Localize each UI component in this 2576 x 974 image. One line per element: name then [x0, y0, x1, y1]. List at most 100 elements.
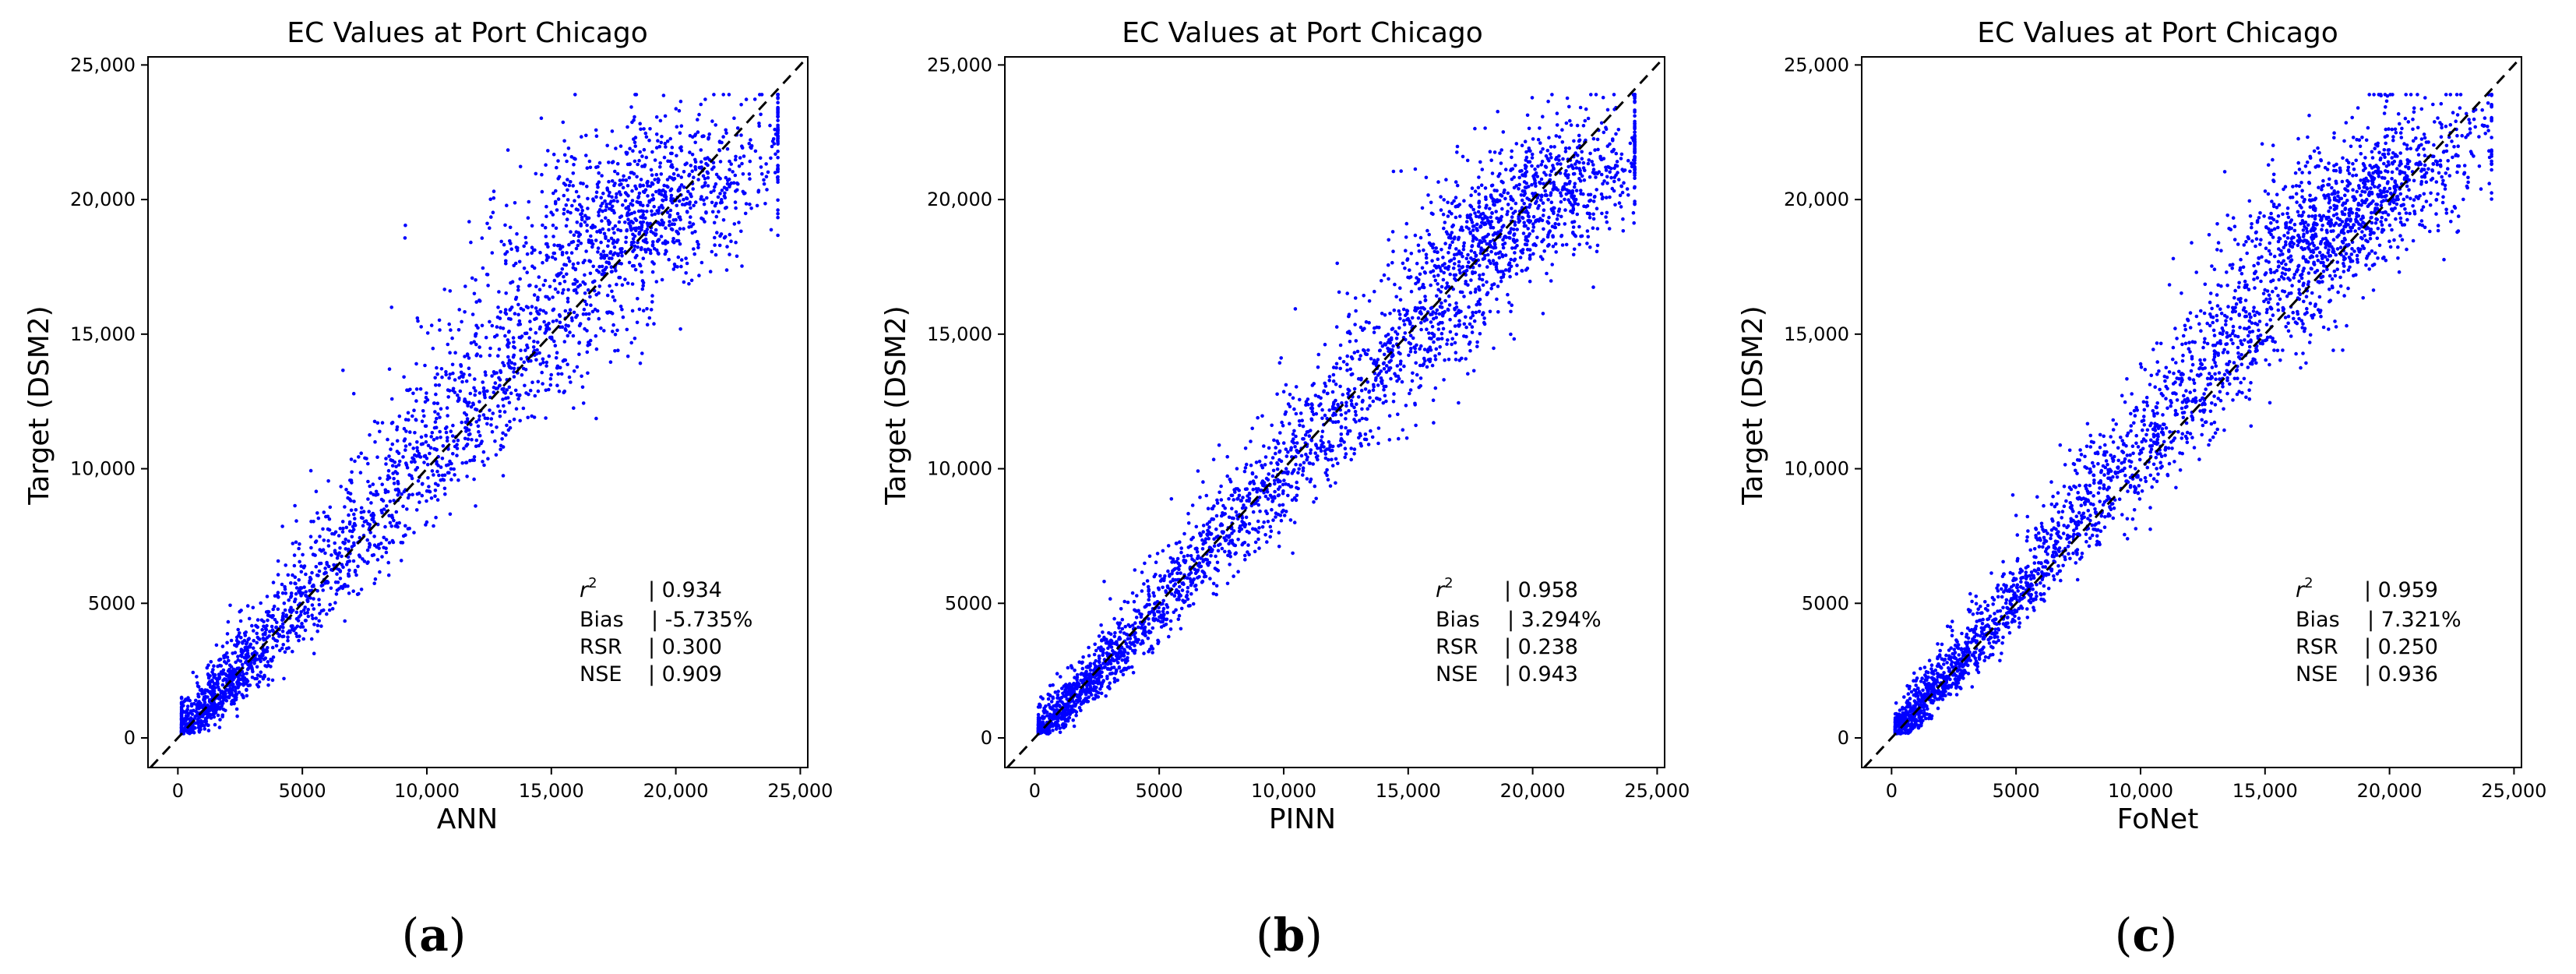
- data-point: [703, 157, 707, 161]
- data-point: [1284, 454, 1289, 458]
- data-point: [702, 198, 706, 202]
- data-point: [762, 182, 766, 186]
- data-point: [275, 620, 279, 624]
- data-point: [308, 535, 313, 538]
- data-point: [562, 182, 566, 185]
- data-point: [497, 348, 502, 351]
- data-point: [1367, 299, 1372, 303]
- data-point: [1080, 692, 1084, 696]
- data-point: [595, 230, 599, 234]
- data-point: [610, 161, 615, 164]
- data-point: [443, 492, 447, 496]
- data-point: [484, 373, 488, 377]
- data-point: [1580, 150, 1584, 154]
- data-point: [1235, 467, 1239, 471]
- data-point: [678, 99, 683, 104]
- data-point: [670, 228, 675, 232]
- data-point: [1594, 93, 1598, 97]
- data-point: [1190, 557, 1194, 561]
- data-point: [553, 257, 558, 261]
- data-point: [248, 663, 253, 668]
- data-point: [564, 263, 569, 267]
- data-point: [707, 137, 710, 141]
- data-point: [710, 210, 715, 214]
- data-point: [1320, 435, 1324, 439]
- data-point: [251, 669, 255, 674]
- data-point: [329, 586, 333, 591]
- data-point: [350, 470, 354, 475]
- data-point: [506, 428, 511, 432]
- data-point: [410, 476, 414, 481]
- data-point: [611, 295, 615, 299]
- data-point: [1347, 408, 1351, 413]
- data-point: [458, 389, 463, 393]
- data-point: [515, 231, 519, 236]
- data-point: [488, 408, 492, 412]
- data-point: [1098, 648, 1103, 653]
- data-point: [1541, 146, 1545, 151]
- data-point: [284, 591, 288, 595]
- data-point: [601, 255, 604, 259]
- data-point: [298, 613, 303, 617]
- data-point: [420, 419, 425, 423]
- data-point: [461, 375, 465, 379]
- data-point: [274, 644, 279, 648]
- data-point: [576, 231, 581, 235]
- data-point: [618, 144, 623, 148]
- data-point: [227, 658, 231, 663]
- data-point: [1073, 669, 1077, 672]
- data-point: [1205, 522, 1210, 526]
- data-point: [239, 609, 243, 612]
- data-point: [670, 200, 675, 205]
- data-point: [618, 178, 622, 182]
- data-point: [1374, 360, 1379, 365]
- data-point: [614, 196, 618, 199]
- data-point: [625, 228, 629, 232]
- data-point: [1503, 253, 1508, 257]
- data-point: [704, 210, 708, 215]
- data-point: [567, 183, 572, 188]
- data-point: [687, 225, 691, 229]
- data-point: [1171, 578, 1175, 583]
- data-point: [1242, 541, 1247, 545]
- data-point: [635, 175, 639, 179]
- data-point: [1429, 337, 1433, 341]
- data-point: [353, 459, 357, 464]
- data-point: [245, 688, 248, 692]
- data-point: [776, 134, 780, 138]
- data-point: [633, 337, 637, 341]
- data-point: [1334, 365, 1338, 370]
- data-point: [747, 142, 752, 146]
- data-point: [493, 381, 498, 385]
- data-point: [583, 273, 587, 277]
- data-point: [389, 447, 393, 451]
- data-point: [368, 484, 372, 489]
- data-point: [437, 383, 442, 387]
- data-point: [1488, 150, 1492, 154]
- data-point: [544, 360, 549, 365]
- data-point: [1391, 344, 1395, 348]
- data-point: [344, 488, 348, 492]
- data-point: [303, 611, 307, 616]
- data-point: [279, 625, 283, 629]
- data-point: [573, 93, 577, 97]
- data-point: [1415, 372, 1419, 377]
- data-point: [1457, 259, 1461, 264]
- data-point: [646, 194, 650, 198]
- scatter-points-b: [1036, 93, 1637, 736]
- data-point: [734, 154, 738, 159]
- data-point: [531, 249, 536, 252]
- data-point: [645, 307, 649, 311]
- data-point: [322, 571, 326, 576]
- data-point: [537, 351, 541, 355]
- data-point: [580, 385, 585, 390]
- data-point: [613, 333, 618, 337]
- data-point: [347, 520, 352, 524]
- data-point: [1462, 322, 1467, 326]
- data-point: [1563, 182, 1567, 186]
- data-point: [1464, 357, 1468, 361]
- data-point: [600, 174, 604, 178]
- data-point: [456, 438, 460, 443]
- data-point: [390, 442, 395, 446]
